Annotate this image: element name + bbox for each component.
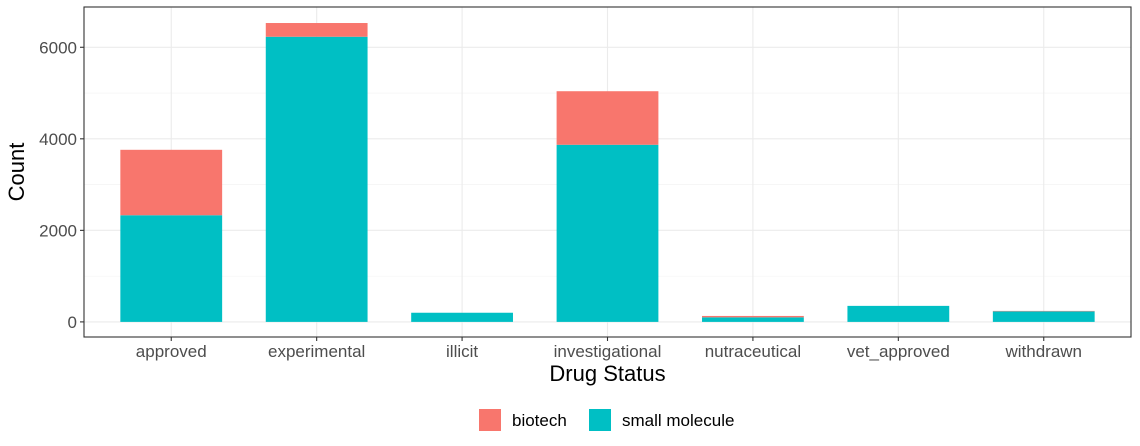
legend-key-biotech	[479, 409, 501, 431]
bar-small-molecule-nutraceutical	[702, 317, 804, 322]
bar-small-molecule-experimental	[265, 36, 368, 322]
x-axis-title: Drug Status	[549, 361, 665, 386]
y-tick-label: 0	[68, 313, 77, 332]
x-tick-label: withdrawn	[1004, 342, 1082, 361]
x-tick-label: experimental	[268, 342, 365, 361]
legend-key-small-molecule	[589, 409, 611, 431]
legend: biotech small molecule	[479, 409, 734, 431]
bar-biotech-nutraceutical	[702, 315, 804, 318]
y-tick-label: 4000	[39, 130, 77, 149]
y-axis-title: Count	[4, 143, 29, 202]
x-tick-label: illicit	[446, 342, 478, 361]
bar-small-molecule-vet_approved	[847, 305, 950, 322]
x-tick-label: investigational	[554, 342, 662, 361]
axis-layer: 0 2000 4000 6000 approved experimental illicit…	[39, 38, 1082, 361]
x-tick-label: vet_approved	[847, 342, 950, 361]
legend-label-biotech: biotech	[512, 411, 567, 430]
bar-small-molecule-investigational	[556, 144, 659, 322]
y-tick-label: 2000	[39, 221, 77, 240]
x-tick-label: approved	[136, 342, 207, 361]
bar-small-molecule-withdrawn	[992, 311, 1095, 322]
bar-small-molecule-approved	[120, 215, 223, 322]
bar-small-molecule-illicit	[411, 312, 513, 322]
x-tick-label: nutraceutical	[705, 342, 801, 361]
bar-biotech-experimental	[265, 23, 368, 37]
bar-biotech-investigational	[556, 91, 659, 145]
bar-layer	[120, 23, 1095, 322]
y-tick-label: 6000	[39, 38, 77, 57]
legend-label-small-molecule: small molecule	[622, 411, 734, 430]
bar-biotech-approved	[120, 149, 223, 216]
